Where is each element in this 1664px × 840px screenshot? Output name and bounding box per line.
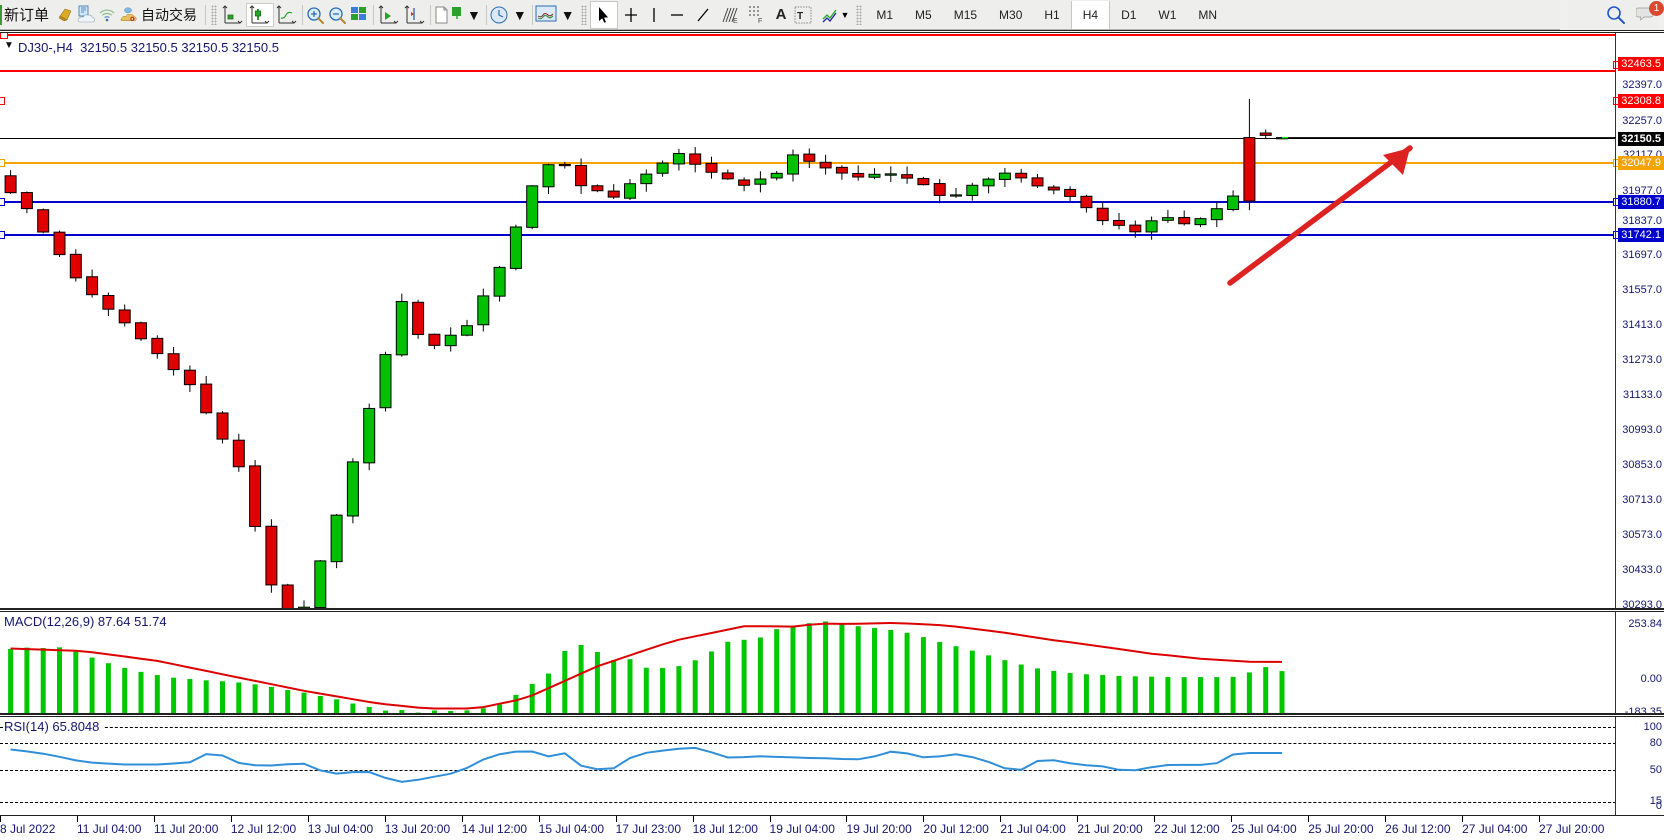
- svg-text:T: T: [797, 11, 803, 22]
- svg-text:E: E: [733, 18, 738, 25]
- svg-text:F: F: [758, 18, 762, 25]
